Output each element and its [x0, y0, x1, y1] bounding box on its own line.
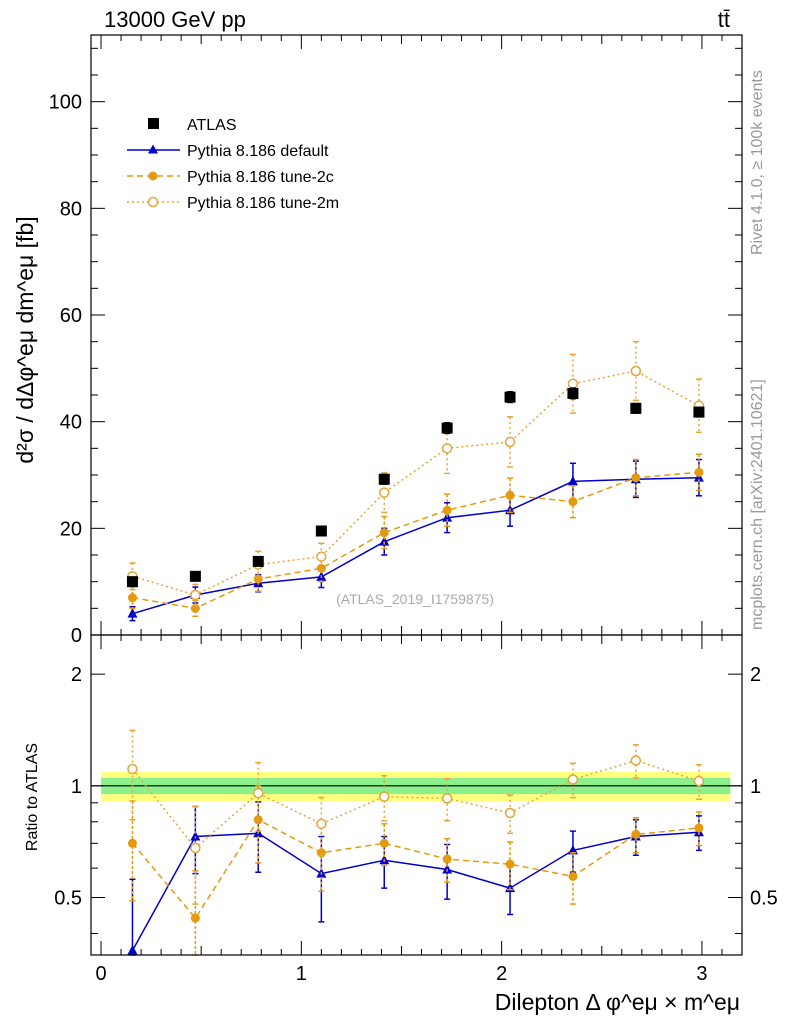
x-tick-label: 0 [95, 963, 106, 985]
ratio-pythia-8-186-tune-2m-point [253, 788, 264, 799]
ratio-y-tick-label-left: 1 [71, 776, 82, 798]
ratio-pythia-8-186-tune-2m-point [441, 793, 453, 804]
main-pythia-8-186-tune-2c-point [127, 593, 137, 603]
axes-frames: 0 1 2 3 0 20 40 60 80 100 0.5 0.5 1 1 2 2 [49, 34, 778, 985]
ratio-pythia-8-186-tune-2c-point [253, 815, 263, 825]
process-label: tt̄ [718, 7, 730, 32]
x-tick-label: 3 [696, 963, 707, 985]
main-pythia-8-186-default-point [127, 608, 138, 618]
legend-entry-tune2c: Pythia 8.186 tune-2c [127, 169, 334, 186]
main-y-tick-label: 100 [49, 92, 82, 114]
main-atlas-point [378, 473, 390, 485]
ratio-pythia-8-186-tune-2c-point [568, 871, 578, 881]
main-pythia-8-186-tune-2c-point [631, 473, 641, 483]
main-y-tick-label: 80 [60, 198, 82, 220]
ratio-pythia-8-186-tune-2c-point [694, 823, 704, 833]
ratio-pythia-8-186-default-point [442, 863, 453, 874]
legend-atlas-label: ATLAS [187, 117, 237, 134]
ratio-pythia-8-186-tune-2c-point [442, 854, 452, 864]
ratio-y-tick-label-right: 1 [750, 776, 761, 798]
rivet-label: Rivet 4.1.0, ≥ 100k events [749, 70, 766, 255]
legend-tune2m-marker [147, 196, 159, 208]
legend: ATLAS Pythia 8.186 default Pythia 8.186 … [127, 117, 339, 212]
main-pythia-8-186-tune-2c-point [442, 505, 452, 515]
main-pythia-8-186-tune-2c-point [505, 490, 515, 500]
x-tick-label: 2 [496, 963, 507, 985]
main-atlas-point [441, 422, 453, 434]
ratio-pythia-8-186-tune-2c-point [379, 838, 389, 848]
ratio-pythia-8-186-tune-2c-point [190, 913, 200, 923]
main-atlas-point [693, 406, 705, 418]
ratio-pythia-8-186-tune-2m-point [504, 807, 516, 819]
energy-label: 13000 GeV pp [104, 7, 246, 32]
ratio-pythia-8-186-tune-2m-point [190, 842, 201, 854]
legend-entry-tune2m: Pythia 8.186 tune-2m [127, 195, 339, 212]
ratio-pythia-8-186-tune-2c-point [505, 859, 515, 869]
main-pythia-8-186-tune-2m-line [132, 370, 700, 596]
ratio-pythia-8-186-default-line [131, 831, 699, 951]
main-pythia-8-186-tune-2m-point [504, 436, 516, 448]
ratio-pythia-8-186-tune-2m-point [316, 818, 327, 830]
main-pythia-8-186-tune-2m-point [379, 487, 390, 498]
ratio-plot-marks [127, 729, 705, 956]
ratio-pythia-8-186-tune-2m-point [630, 755, 642, 766]
x-axis-label: Dilepton Δ φ^eμ × m^eμ [495, 989, 740, 1015]
main-plot-marks [126, 340, 705, 622]
main-pythia-8-186-tune-2c-point [694, 467, 704, 477]
legend-tune2m-label: Pythia 8.186 tune-2m [187, 195, 339, 212]
ratio-pythia-8-186-tune-2c-point [631, 829, 641, 839]
ratio-uncertainty-band [91, 771, 742, 802]
main-atlas-point [126, 576, 138, 588]
ratio-y-tick-label-left: 2 [71, 664, 82, 686]
ratio-pythia-8-186-tune-2m-point [127, 763, 138, 775]
ratio-pythia-8-186-default-point [190, 831, 201, 841]
main-pythia-8-186-tune-2m-point [190, 589, 201, 601]
main-pythia-8-186-tune-2m-point [316, 551, 327, 562]
ratio-pythia-8-186-tune-2m-point [693, 775, 705, 787]
main-atlas-point [567, 387, 579, 399]
ratio-pythia-8-186-tune-2m-point [567, 774, 579, 785]
ratio-pythia-8-186-tune-2m-point [379, 791, 390, 802]
main-atlas-point [189, 570, 201, 582]
main-pythia-8-186-tune-2c-point [379, 528, 389, 538]
ratio-plot-frame [90, 634, 743, 956]
x-tick-label: 1 [296, 963, 307, 985]
ratio-pythia-8-186-tune-2c-line [131, 818, 699, 920]
ratio-y-tick-label-right: 2 [750, 664, 761, 686]
main-y-tick-label: 0 [71, 625, 82, 647]
main-pythia-8-186-default-line [132, 476, 699, 615]
main-pythia-8-186-tune-2m-point [567, 378, 579, 390]
legend-tune2c-marker [148, 171, 158, 181]
legend-default-marker [148, 144, 158, 154]
main-y-tick-label: 60 [60, 305, 82, 327]
ratio-pythia-8-186-default-point [127, 944, 138, 955]
legend-atlas-marker [148, 118, 159, 129]
main-atlas-point [315, 525, 327, 537]
ratio-y-tick-label-right: 0.5 [750, 888, 778, 910]
main-pythia-8-186-tune-2m-point [441, 443, 453, 454]
ratio-y-tick-label-left: 0.5 [54, 888, 82, 910]
legend-entry-default: Pythia 8.186 default [127, 143, 329, 160]
main-atlas-point [630, 402, 642, 414]
main-pythia-8-186-tune-2m-point [630, 365, 642, 377]
main-atlas-point [504, 391, 516, 403]
mcplots-label: mcplots.cern.ch [arXiv:2401.10621] [749, 379, 766, 630]
legend-tune2c-label: Pythia 8.186 tune-2c [187, 169, 334, 186]
main-pythia-8-186-tune-2c-point [253, 574, 263, 584]
main-pythia-8-186-tune-2c-line [132, 471, 699, 610]
main-y-tick-label: 20 [60, 518, 82, 540]
main-pythia-8-186-tune-2c-point [568, 497, 578, 507]
ratio-pythia-8-186-default-point [567, 844, 578, 855]
analysis-watermark: (ATLAS_2019_I1759875) [336, 591, 494, 607]
legend-default-label: Pythia 8.186 default [187, 143, 329, 160]
main-atlas-point [252, 555, 264, 567]
y-axis-label-ratio: Ratio to ATLAS [24, 743, 41, 851]
legend-entry-atlas: ATLAS [148, 117, 237, 134]
ratio-pythia-8-186-tune-2c-point [127, 838, 137, 848]
main-pythia-8-186-default-point [379, 536, 390, 546]
main-y-tick-label: 40 [60, 412, 82, 434]
main-pythia-8-186-default-point [567, 475, 578, 486]
y-axis-label-main: d²σ / dΔφ^eμ dm^eμ [fb] [12, 216, 38, 463]
